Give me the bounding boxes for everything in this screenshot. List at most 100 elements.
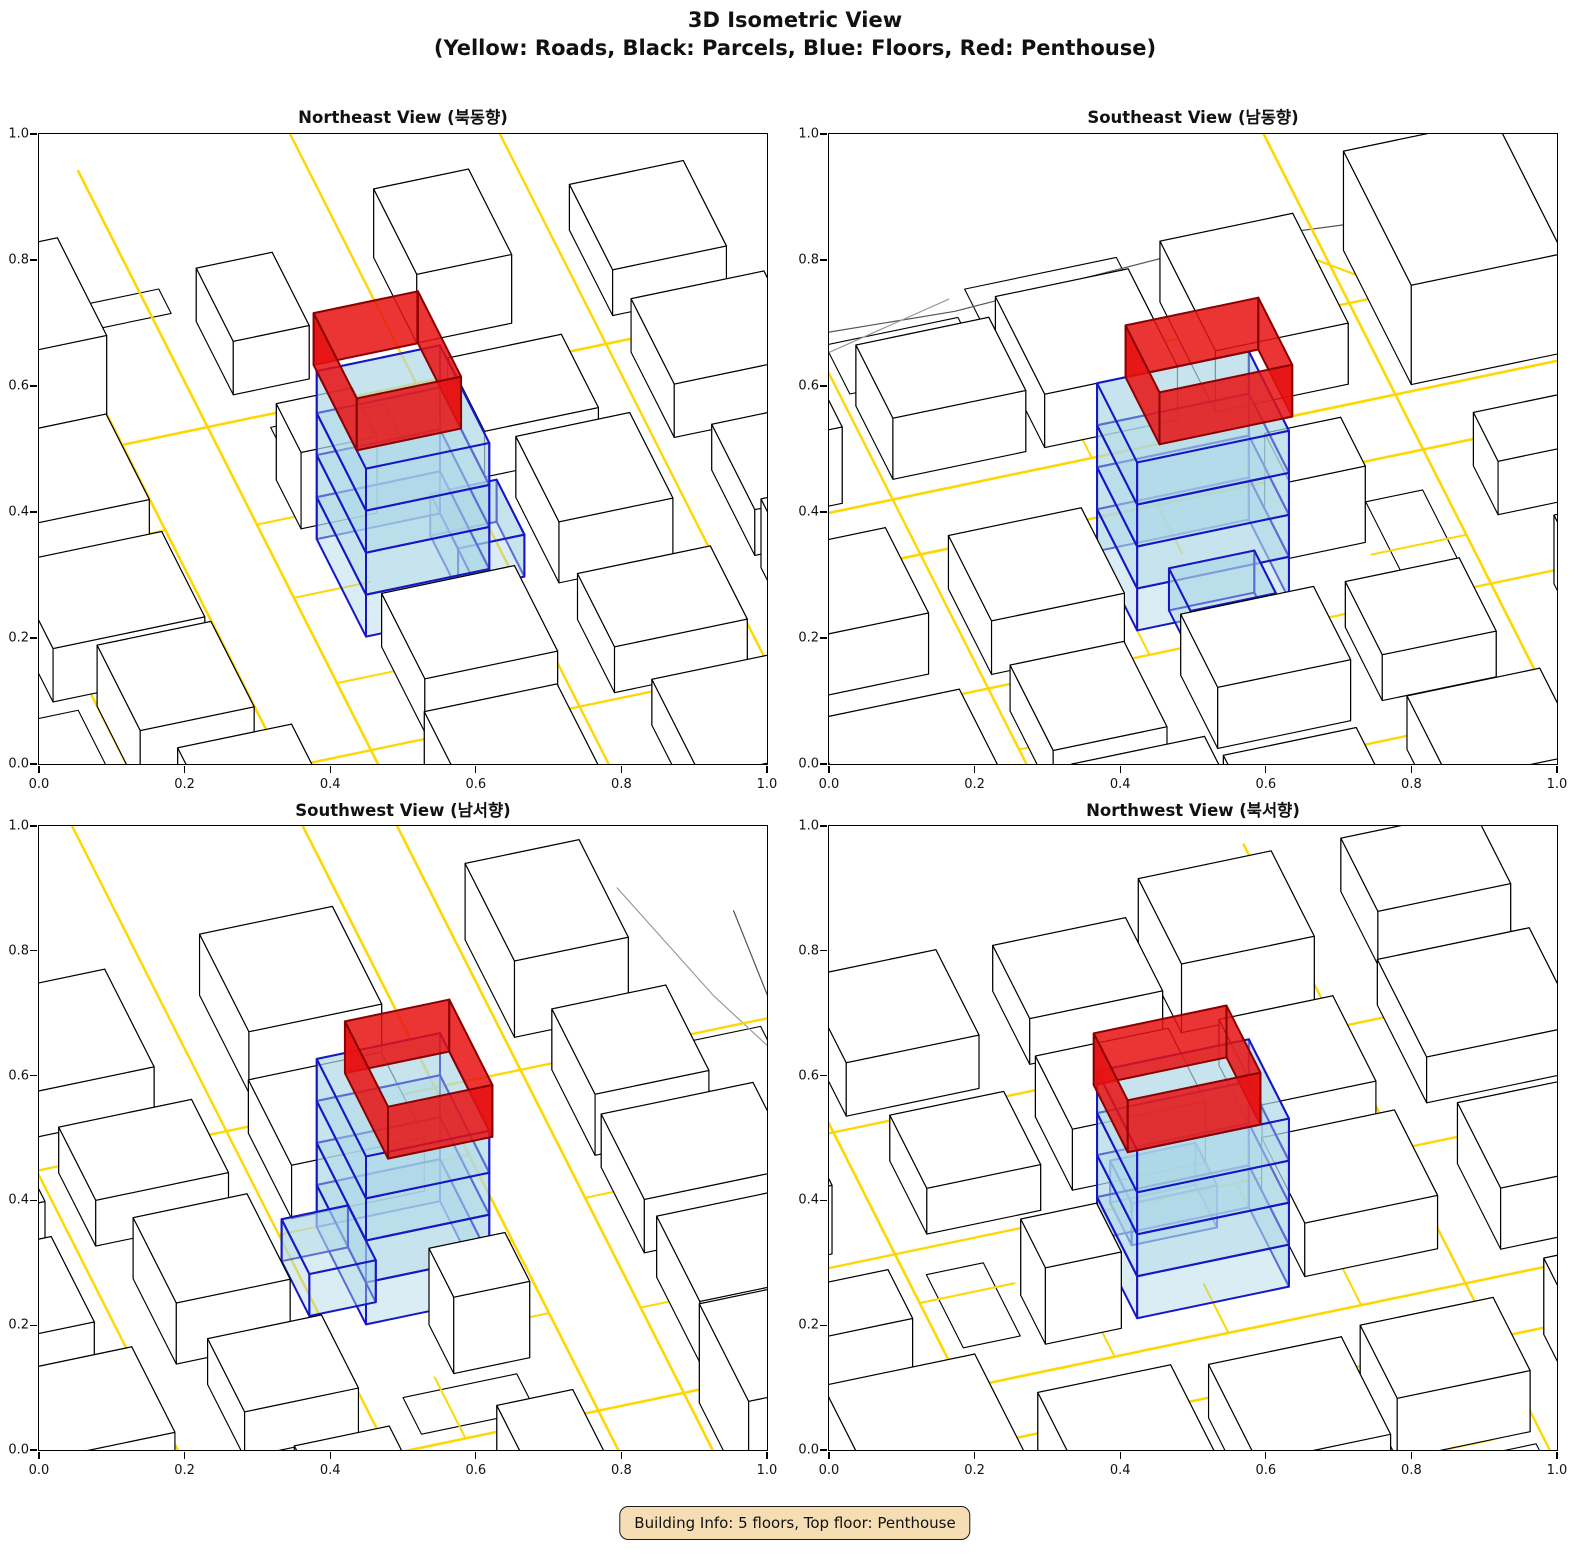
x-tick-label: 1.0 [756,777,778,792]
x-tick-mark [1556,766,1558,773]
x-tick-label: 0.4 [1109,777,1131,792]
x-tick-mark [329,1452,331,1459]
x-tick-label: 0.4 [1109,1463,1131,1478]
y-tick-label: 1.0 [8,818,29,834]
y-tick-label: 0.8 [798,943,819,959]
x-tick-label: 0.0 [28,1463,50,1478]
y-tick-label: 0.6 [798,378,819,394]
y-tick-label: 0.0 [8,1442,29,1458]
x-tick-mark [828,766,830,773]
x-tick-mark [183,766,186,773]
y-tick-mark [30,385,37,387]
subplot-title-northwest: Northwest View (북서향) [1086,801,1300,820]
x-tick-label: 0.8 [1401,777,1422,792]
x-tick-label: 0.8 [611,1463,632,1478]
y-tick-mark [30,1074,37,1077]
x-tick-label: 0.0 [818,777,840,792]
x-tick-mark [973,766,976,773]
y-tick-mark [30,1324,37,1326]
y-tick-label: 0.8 [798,252,819,268]
scene-northeast-view [39,134,767,764]
y-tick-label: 1.0 [798,126,819,142]
subplot-title-southwest: Southwest View (남서향) [295,801,511,820]
x-tick-mark [620,766,623,773]
y-tick-label: 0.8 [8,943,29,959]
x-tick-mark [766,766,768,773]
y-tick-label: 1.0 [798,818,819,834]
x-tick-mark [1119,1452,1121,1459]
x-tick-label: 0.2 [964,1463,985,1478]
x-tick-mark [1410,1452,1413,1459]
x-tick-mark [38,766,40,773]
x-tick-label: 0.8 [1401,1463,1422,1478]
y-tick-label: 0.6 [798,1068,819,1084]
y-tick-mark [30,1199,37,1202]
y-tick-label: 0.8 [8,252,29,268]
scene-southeast-view [829,134,1557,764]
x-tick-mark [1410,766,1413,773]
x-tick-label: 0.6 [465,777,487,792]
axes-northwest: 0.0 0.2 0.4 0.6 0.8 1.0 0.0 0.2 0.4 0.6 0.8 1.0 [798,819,1567,1479]
y-tick-mark [30,511,37,513]
y-tick-label: 0.4 [8,1192,29,1208]
y-tick-mark [820,1074,827,1077]
y-tick-mark [820,511,827,513]
y-tick-label: 0.2 [8,1317,29,1333]
y-tick-label: 0.6 [8,378,29,394]
x-tick-mark [766,1452,768,1459]
y-tick-mark [30,637,37,639]
y-tick-label: 0.0 [798,756,819,772]
y-tick-label: 1.0 [8,126,29,142]
axes-northeast: 0.0 0.2 0.4 0.6 0.8 1.0 0.0 0.2 0.4 0.6 0.8 1.0 [8,127,777,793]
y-tick-mark [820,825,827,827]
y-tick-mark [30,1449,37,1451]
y-tick-label: 0.2 [8,630,29,646]
axes-southwest: 0.0 0.2 0.4 0.6 0.8 1.0 0.0 0.2 0.4 0.6 0.8 1.0 [8,819,777,1479]
y-tick-mark [30,133,37,135]
y-tick-label: 0.4 [8,504,29,520]
subplot-title-southeast: Southeast View (남동향) [1087,108,1299,127]
y-tick-mark [30,763,37,765]
x-tick-label: 0.8 [611,777,632,792]
x-tick-label: 1.0 [1546,1463,1568,1478]
x-tick-label: 1.0 [1546,777,1568,792]
scene-northwest-view [829,826,1557,1450]
x-tick-mark [1265,766,1267,773]
y-tick-label: 0.2 [798,1317,819,1333]
x-tick-label: 0.4 [319,777,341,792]
y-tick-mark [820,133,827,135]
x-tick-label: 0.6 [1255,1463,1277,1478]
x-tick-label: 0.4 [319,1463,341,1478]
y-tick-label: 0.4 [798,1192,819,1208]
x-tick-mark [620,1452,623,1459]
y-tick-mark [30,950,37,952]
y-tick-label: 0.6 [8,1068,29,1084]
x-tick-label: 0.6 [1255,777,1277,792]
y-tick-mark [30,825,37,827]
x-tick-mark [973,1452,976,1459]
figure-title: 3D Isometric View (Yellow: Roads, Black:… [0,6,1590,63]
y-tick-mark [820,637,827,639]
y-tick-mark [820,763,827,765]
x-tick-mark [475,766,477,773]
figure-title-line1: 3D Isometric View [687,8,903,32]
y-tick-label: 0.0 [8,756,29,772]
x-tick-mark [1265,1452,1267,1459]
x-tick-mark [38,1452,40,1459]
axes-southeast: 0.0 0.2 0.4 0.6 0.8 1.0 0.0 0.2 0.4 0.6 0.8 1.0 [798,127,1567,793]
y-tick-label: 0.2 [798,630,819,646]
x-tick-label: 0.6 [465,1463,487,1478]
y-tick-label: 0.0 [798,1442,819,1458]
y-tick-mark [820,1324,827,1326]
x-tick-mark [828,1452,830,1459]
x-tick-label: 0.2 [174,1463,195,1478]
y-tick-mark [30,259,37,261]
x-tick-label: 0.0 [818,1463,840,1478]
x-tick-mark [183,1452,186,1459]
y-tick-mark [820,259,827,261]
x-tick-label: 0.0 [28,777,50,792]
x-tick-mark [1119,766,1121,773]
figure-title-line2: (Yellow: Roads, Black: Parcels, Blue: Fl… [433,36,1157,61]
y-tick-mark [820,1199,827,1202]
